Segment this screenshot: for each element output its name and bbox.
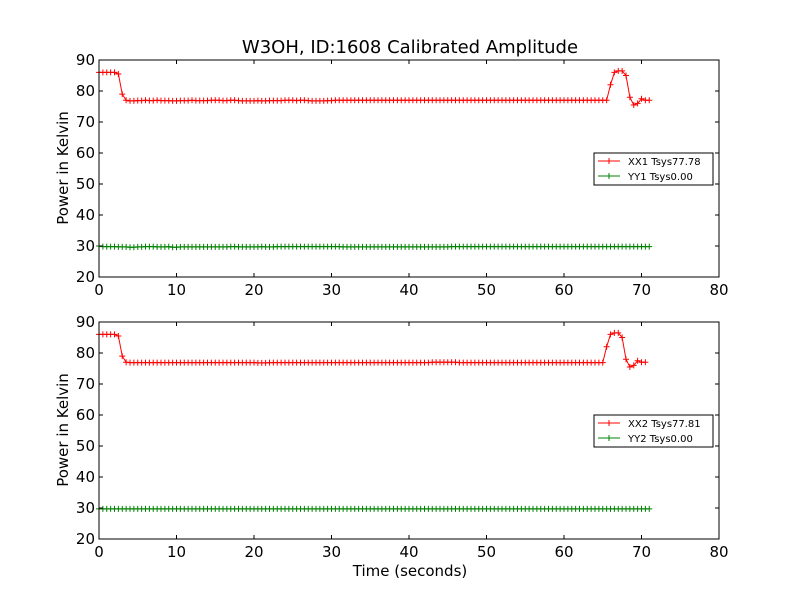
bottom-panel: Power in Kelvin Time (seconds) 0 10 20 30 40… (54, 313, 729, 580)
x-tick-label: 30 (322, 543, 341, 561)
y-tick-label: 30 (76, 499, 95, 517)
data-point (634, 100, 641, 107)
data-point (115, 332, 122, 339)
chart-title: W3OH, ID:1608 Calibrated Amplitude (242, 37, 578, 58)
data-point (626, 94, 633, 101)
y-tick-label: 90 (76, 51, 95, 69)
x-tick-label: 40 (399, 281, 418, 299)
data-point (642, 359, 649, 366)
data-point (646, 505, 653, 512)
data-point (638, 95, 645, 102)
legend-marker (606, 435, 612, 441)
data-point (111, 331, 118, 338)
plot-area: 0 10 20 30 40 50 60 70 80 20 30 40 50 60 70 80 90 (76, 313, 729, 561)
data-point (623, 72, 629, 79)
y-tick-label: 60 (76, 406, 95, 424)
legend-item: XX2 Tsys77.81 (598, 419, 701, 430)
legend-label: YY1 Tsys0.00 (627, 172, 693, 183)
x-tick-label: 60 (554, 543, 573, 561)
x-tick-label: 50 (477, 543, 496, 561)
top-panel: W3OH, ID:1608 Calibrated Amplitude Power… (54, 37, 729, 299)
data-point (630, 101, 637, 108)
series-1 (96, 329, 649, 370)
x-tick-label: 50 (477, 281, 496, 299)
legend-item: XX1 Tsys77.78 (598, 157, 701, 168)
x-tick-label: 0 (94, 543, 104, 561)
x-tick-label: 20 (244, 543, 263, 561)
x-tick-label: 0 (94, 281, 104, 299)
x-tick-label: 10 (167, 281, 186, 299)
data-point (619, 334, 626, 341)
y-tick-label: 40 (76, 206, 95, 224)
data-point (634, 357, 641, 364)
data-point (119, 91, 126, 98)
data-point (599, 359, 606, 366)
legend-marker (606, 173, 612, 179)
legend-label: XX1 Tsys77.78 (628, 157, 701, 168)
y-tick-label: 30 (76, 237, 95, 255)
legend-box (593, 152, 714, 186)
data-point (607, 81, 614, 88)
data-point (119, 353, 126, 360)
legend-box (593, 414, 714, 448)
x-tick-label: 60 (554, 281, 573, 299)
series-1 (96, 67, 653, 108)
y-tick-label: 90 (76, 313, 95, 331)
x-tick-label: 80 (709, 543, 728, 561)
legend-item: YY1 Tsys0.00 (598, 172, 693, 183)
legend-item: YY2 Tsys0.00 (598, 434, 693, 445)
data-point (623, 356, 629, 363)
y-tick-label: 70 (76, 113, 95, 131)
y-axis-label: Power in Kelvin (54, 111, 72, 225)
x-tick-label: 70 (632, 543, 651, 561)
legend: XX2 Tsys77.81 YY2 Tsys0.00 (593, 414, 714, 448)
data-point (603, 343, 610, 350)
data-point (611, 69, 618, 76)
data-point (619, 67, 626, 74)
data-point (626, 363, 633, 370)
x-tick-label: 40 (399, 543, 418, 561)
data-point (646, 97, 653, 104)
legend-label: XX2 Tsys77.81 (628, 419, 701, 430)
y-tick-label: 50 (76, 437, 95, 455)
legend-marker (606, 158, 612, 164)
data-point (115, 70, 122, 77)
data-point (123, 97, 130, 104)
x-tick-label: 70 (632, 281, 651, 299)
plot-area: 0 10 20 30 40 50 60 70 80 20 30 40 50 60 70 80 90 (76, 51, 729, 299)
y-tick-label: 80 (76, 82, 95, 100)
data-point (607, 331, 614, 338)
x-tick-label: 80 (709, 281, 728, 299)
x-tick-label: 10 (167, 543, 186, 561)
y-tick-label: 20 (76, 530, 95, 548)
data-point (165, 243, 172, 250)
x-tick-label: 20 (244, 281, 263, 299)
data-point (111, 69, 118, 76)
y-tick-label: 40 (76, 468, 95, 486)
y-tick-label: 20 (76, 268, 95, 286)
legend-label: YY2 Tsys0.00 (627, 434, 693, 445)
data-point (615, 329, 622, 336)
y-tick-label: 70 (76, 375, 95, 393)
y-tick-label: 60 (76, 144, 95, 162)
legend: XX1 Tsys77.78 YY1 Tsys0.00 (593, 152, 714, 186)
y-tick-label: 80 (76, 344, 95, 362)
data-point (630, 362, 637, 369)
data-point (603, 97, 610, 104)
y-tick-label: 50 (76, 175, 95, 193)
x-axis-label: Time (seconds) (352, 562, 468, 580)
y-axis-label: Power in Kelvin (54, 373, 72, 487)
x-tick-label: 30 (322, 281, 341, 299)
series-2 (96, 505, 653, 512)
series-2 (96, 243, 653, 251)
data-point (646, 243, 653, 250)
legend-marker (606, 420, 612, 426)
